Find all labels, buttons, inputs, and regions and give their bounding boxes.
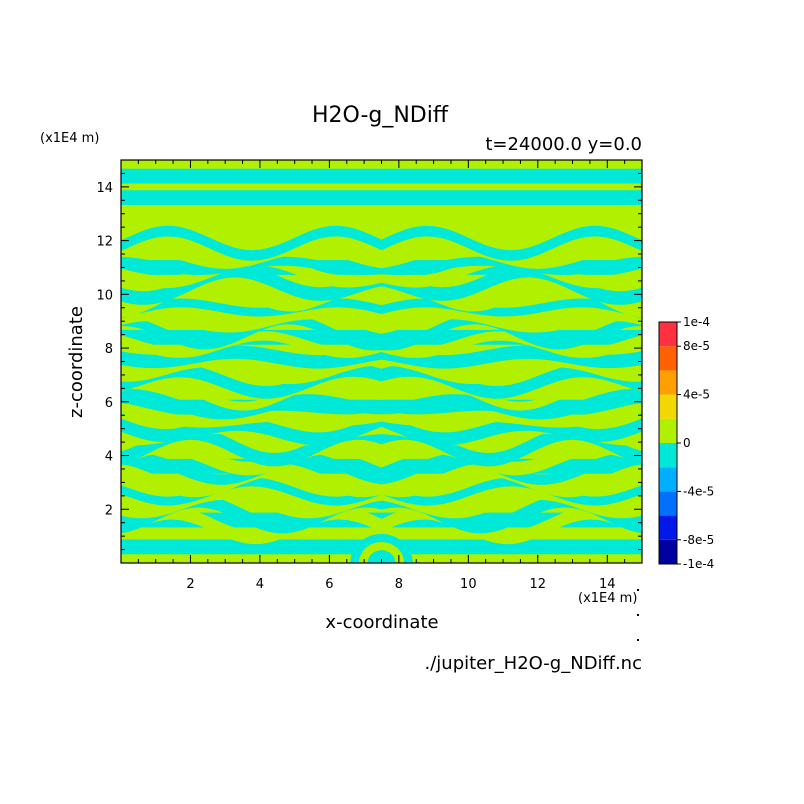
colorbar-swatch <box>659 346 677 371</box>
y-tick-label: 8 <box>105 342 113 357</box>
colorbar-swatch <box>659 491 677 516</box>
field-band <box>121 227 642 243</box>
field-stripe <box>121 494 642 534</box>
y-tick-label: 6 <box>105 396 113 411</box>
field-band <box>121 168 642 184</box>
y-tick-label: 4 <box>105 450 113 465</box>
colorbar-tick-label: -1e-4 <box>683 557 714 571</box>
x-tick-label: 14 <box>599 577 616 592</box>
colorbar: 1e-4 8e-5 4e-5 0 -4e-5 -8e-5 -1e-4 <box>658 315 714 571</box>
colorbar-swatch <box>659 370 677 395</box>
y-axis-label: z-coordinate <box>66 306 87 418</box>
field-stripe <box>121 402 642 428</box>
field-stripe <box>121 388 642 420</box>
x-tick-label: 2 <box>186 577 194 592</box>
chart-subtitle: t=24000.0 y=0.0 <box>485 134 642 155</box>
field-band <box>121 190 642 206</box>
x-tick-label: 12 <box>530 577 547 592</box>
colorbar-tick-label: 1e-4 <box>683 315 710 329</box>
y-tick-label: 10 <box>96 288 113 303</box>
footer-marks <box>637 589 639 641</box>
x-tick-label: 10 <box>460 577 477 592</box>
x-tick-label: 4 <box>256 577 264 592</box>
field-stripe <box>121 345 642 369</box>
field-stripe <box>121 225 642 261</box>
colorbar-swatch <box>659 467 677 492</box>
colorbar-tick-label: -8e-5 <box>683 533 714 547</box>
colorbar-tick-label: -4e-5 <box>683 484 714 498</box>
field-stripe <box>121 314 642 351</box>
x-tick-label: 8 <box>395 577 403 592</box>
colorbar-swatch <box>659 539 677 564</box>
field-stripe <box>121 487 642 519</box>
chart-title: H2O-g_NDiff <box>312 103 449 128</box>
field-stripe <box>121 439 642 476</box>
field-stripe <box>121 364 642 399</box>
colorbar-tick-label: 4e-5 <box>683 388 710 402</box>
field-stripe <box>121 240 642 269</box>
field-stripe <box>121 353 642 384</box>
field-stripe <box>121 453 642 485</box>
y-tick-label: 2 <box>105 503 113 518</box>
colorbar-swatch <box>659 394 677 419</box>
x-axis: 2 4 6 8 10 12 14 <box>137 160 643 592</box>
y-tick-label: 14 <box>96 181 113 196</box>
colorbar-swatch <box>659 443 677 468</box>
colorbar-tick-label: 8e-5 <box>683 339 710 353</box>
colorbar-swatch <box>659 322 677 347</box>
colorbar-tick-label: 0 <box>683 436 691 450</box>
y-unit-label: (x1E4 m) <box>40 131 99 146</box>
field-stripe <box>121 306 642 334</box>
field-stripe <box>121 263 642 305</box>
field-stripe <box>121 298 642 319</box>
field-stripe <box>121 426 642 467</box>
y-tick-label: 12 <box>96 235 113 250</box>
x-unit-label: (x1E4 m) <box>578 591 637 606</box>
field-arch <box>367 550 396 563</box>
plot-area <box>121 160 642 563</box>
field-stripe <box>121 506 642 545</box>
y-axis: 2 4 6 8 10 12 14 <box>96 159 642 551</box>
colorbar-swatch <box>659 515 677 540</box>
field-stripe <box>121 375 642 411</box>
colorbar-swatch <box>659 418 677 443</box>
x-axis-label: x-coordinate <box>325 612 438 633</box>
x-tick-label: 6 <box>325 577 333 592</box>
source-filename: ./jupiter_H2O-g_NDiff.nc <box>425 653 643 674</box>
